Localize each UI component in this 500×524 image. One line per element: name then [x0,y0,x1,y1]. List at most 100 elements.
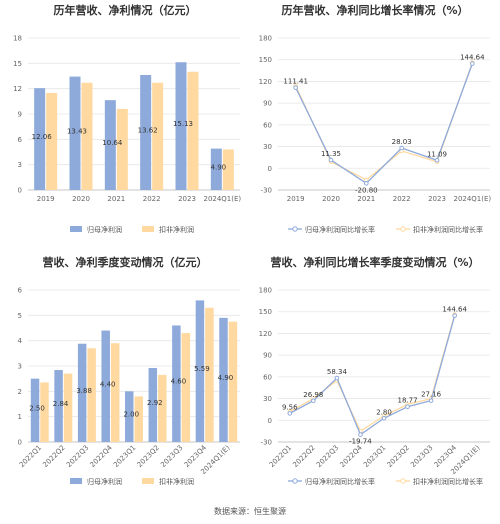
annual-profit-panel: 历年营收、净利情况（亿元） 0 3 6 9 12 15 18 2019 2020 2021 2022 2… [0,0,250,250]
bar-attributable-profit [219,317,228,442]
y-tick-label: 30 [263,143,272,151]
x-tick-label: 2022 [143,195,161,203]
x-tick-label: 2022Q3 [315,444,340,469]
chart-title: 营收、净利同比增长率季度变动情况（%） [270,255,479,269]
bar-deducted-profit [222,149,234,190]
bar-attributable-profit [54,370,63,442]
line-deducted-growth [289,314,456,433]
y-tick-label: 150 [259,308,272,316]
x-tick-label: 2024Q1(E) [453,195,491,203]
y-tick-label: 6 [18,136,23,144]
bar-attributable-profit [101,330,110,442]
y-tick-label: 4 [18,337,23,345]
legend-marker [400,226,406,232]
bar-deducted-profit [134,396,143,442]
x-tick-label: 2022Q2 [41,444,66,469]
legend-label: 归母净利润同比增长率 [305,477,375,486]
x-tick-label: 2020 [322,195,340,203]
bar-value-label: 2.84 [53,400,69,408]
y-tick-label: 3 [18,363,22,371]
legend-swatch [70,478,82,484]
legend-label: 扣非净利润同比增长率 [413,477,483,486]
y-tick-label: 15 [13,60,22,68]
point-attributable-growth [293,85,298,90]
bar-attributable-profit [77,343,87,442]
legend-swatch [70,226,82,232]
quarterly-growth-chart: 营收、净利同比增长率季度变动情况（%） -30 0 30 60 90 120 150 180 20… [259,255,490,486]
bar-deducted-profit [81,82,93,190]
x-tick-label: 2023Q2 [386,444,411,469]
point-value-label: 18.77 [398,397,418,405]
x-tick-label: 2019 [37,195,55,203]
x-tick-label: 2024Q1(E) [203,195,241,203]
bar-value-label: 4.90 [211,163,227,171]
bar-value-label: 3.88 [76,387,92,395]
y-tick-label: 2 [18,388,22,396]
bar-deducted-profit [228,321,238,442]
y-tick-label: 18 [13,35,22,43]
x-tick-label: 2020 [72,195,90,203]
bar-deducted-profit [181,333,191,442]
y-tick-label: 9 [18,111,22,119]
legend-label: 扣非净利润 [159,225,194,234]
legend-marker [292,478,298,484]
bar-attributable-profit [125,391,134,442]
bar-attributable-profit [69,76,81,190]
point-attributable-growth [334,375,340,381]
bar-value-label: 4.40 [100,380,116,388]
point-value-label: -19.74 [349,438,372,446]
x-tick-label: 2023Q1 [362,444,387,469]
y-tick-label: 5 [18,312,22,320]
point-attributable-growth [452,313,457,318]
legend-marker [400,478,406,484]
bar-attributable-profit [175,62,187,191]
x-tick-label: 2023 [178,195,196,203]
x-tick-label: 2022Q1 [268,444,293,469]
bar-attributable-profit [195,300,205,442]
point-attributable-growth [311,398,316,404]
point-value-label: 144.64 [442,306,467,314]
y-tick-label: 60 [263,121,272,129]
bar-value-label: 2.00 [123,411,139,419]
y-tick-label: 30 [263,395,272,403]
point-value-label: 27.16 [421,391,442,399]
bar-value-label: 12.06 [32,133,53,141]
point-attributable-growth [434,157,440,163]
y-tick-label: 12 [13,85,22,93]
point-attributable-growth [405,404,410,409]
chart-title: 历年营收、净利情况（亿元） [54,3,197,17]
x-tick-label: 2022 [393,195,411,203]
y-tick-label: 150 [259,56,272,64]
bar-deducted-profit [158,374,167,442]
bar-attributable-profit [140,74,152,190]
bar-value-label: 5.59 [194,365,210,373]
x-tick-label: 2022Q1 [18,444,43,469]
legend-swatch [142,478,154,484]
x-tick-label: 2021 [107,195,125,203]
legend-label: 扣非净利润 [159,477,194,486]
bar-deducted-profit [152,82,164,190]
point-value-label: 9.56 [282,403,298,411]
bar-value-label: 4.90 [218,374,234,382]
chart-title: 历年营收、净利同比增长率情况（%） [281,3,468,17]
bar-value-label: 10.64 [102,139,123,147]
bar-attributable-profit [210,148,222,190]
bar-attributable-profit [172,325,181,442]
point-attributable-growth [287,411,293,416]
bar-value-label: 15.13 [173,120,193,128]
line-attributable-growth [295,63,473,185]
point-attributable-growth [428,398,434,403]
annual-profit-chart: 历年营收、净利情况（亿元） 0 3 6 9 12 15 18 2019 2020 2021 2022 2… [13,3,241,234]
x-tick-label: 2022Q3 [65,444,90,469]
x-tick-label: 2023 [428,195,446,203]
y-tick-label: 120 [259,78,272,86]
line-deducted-growth [295,62,473,181]
point-value-label: 11.35 [321,150,341,158]
y-tick-label: 180 [259,287,272,295]
bar-deducted-profit [116,108,128,190]
y-tick-label: 180 [259,35,272,43]
point-value-label: 144.64 [460,54,485,62]
legend-label: 归母净利润同比增长率 [305,225,375,234]
point-attributable-growth [470,61,475,66]
